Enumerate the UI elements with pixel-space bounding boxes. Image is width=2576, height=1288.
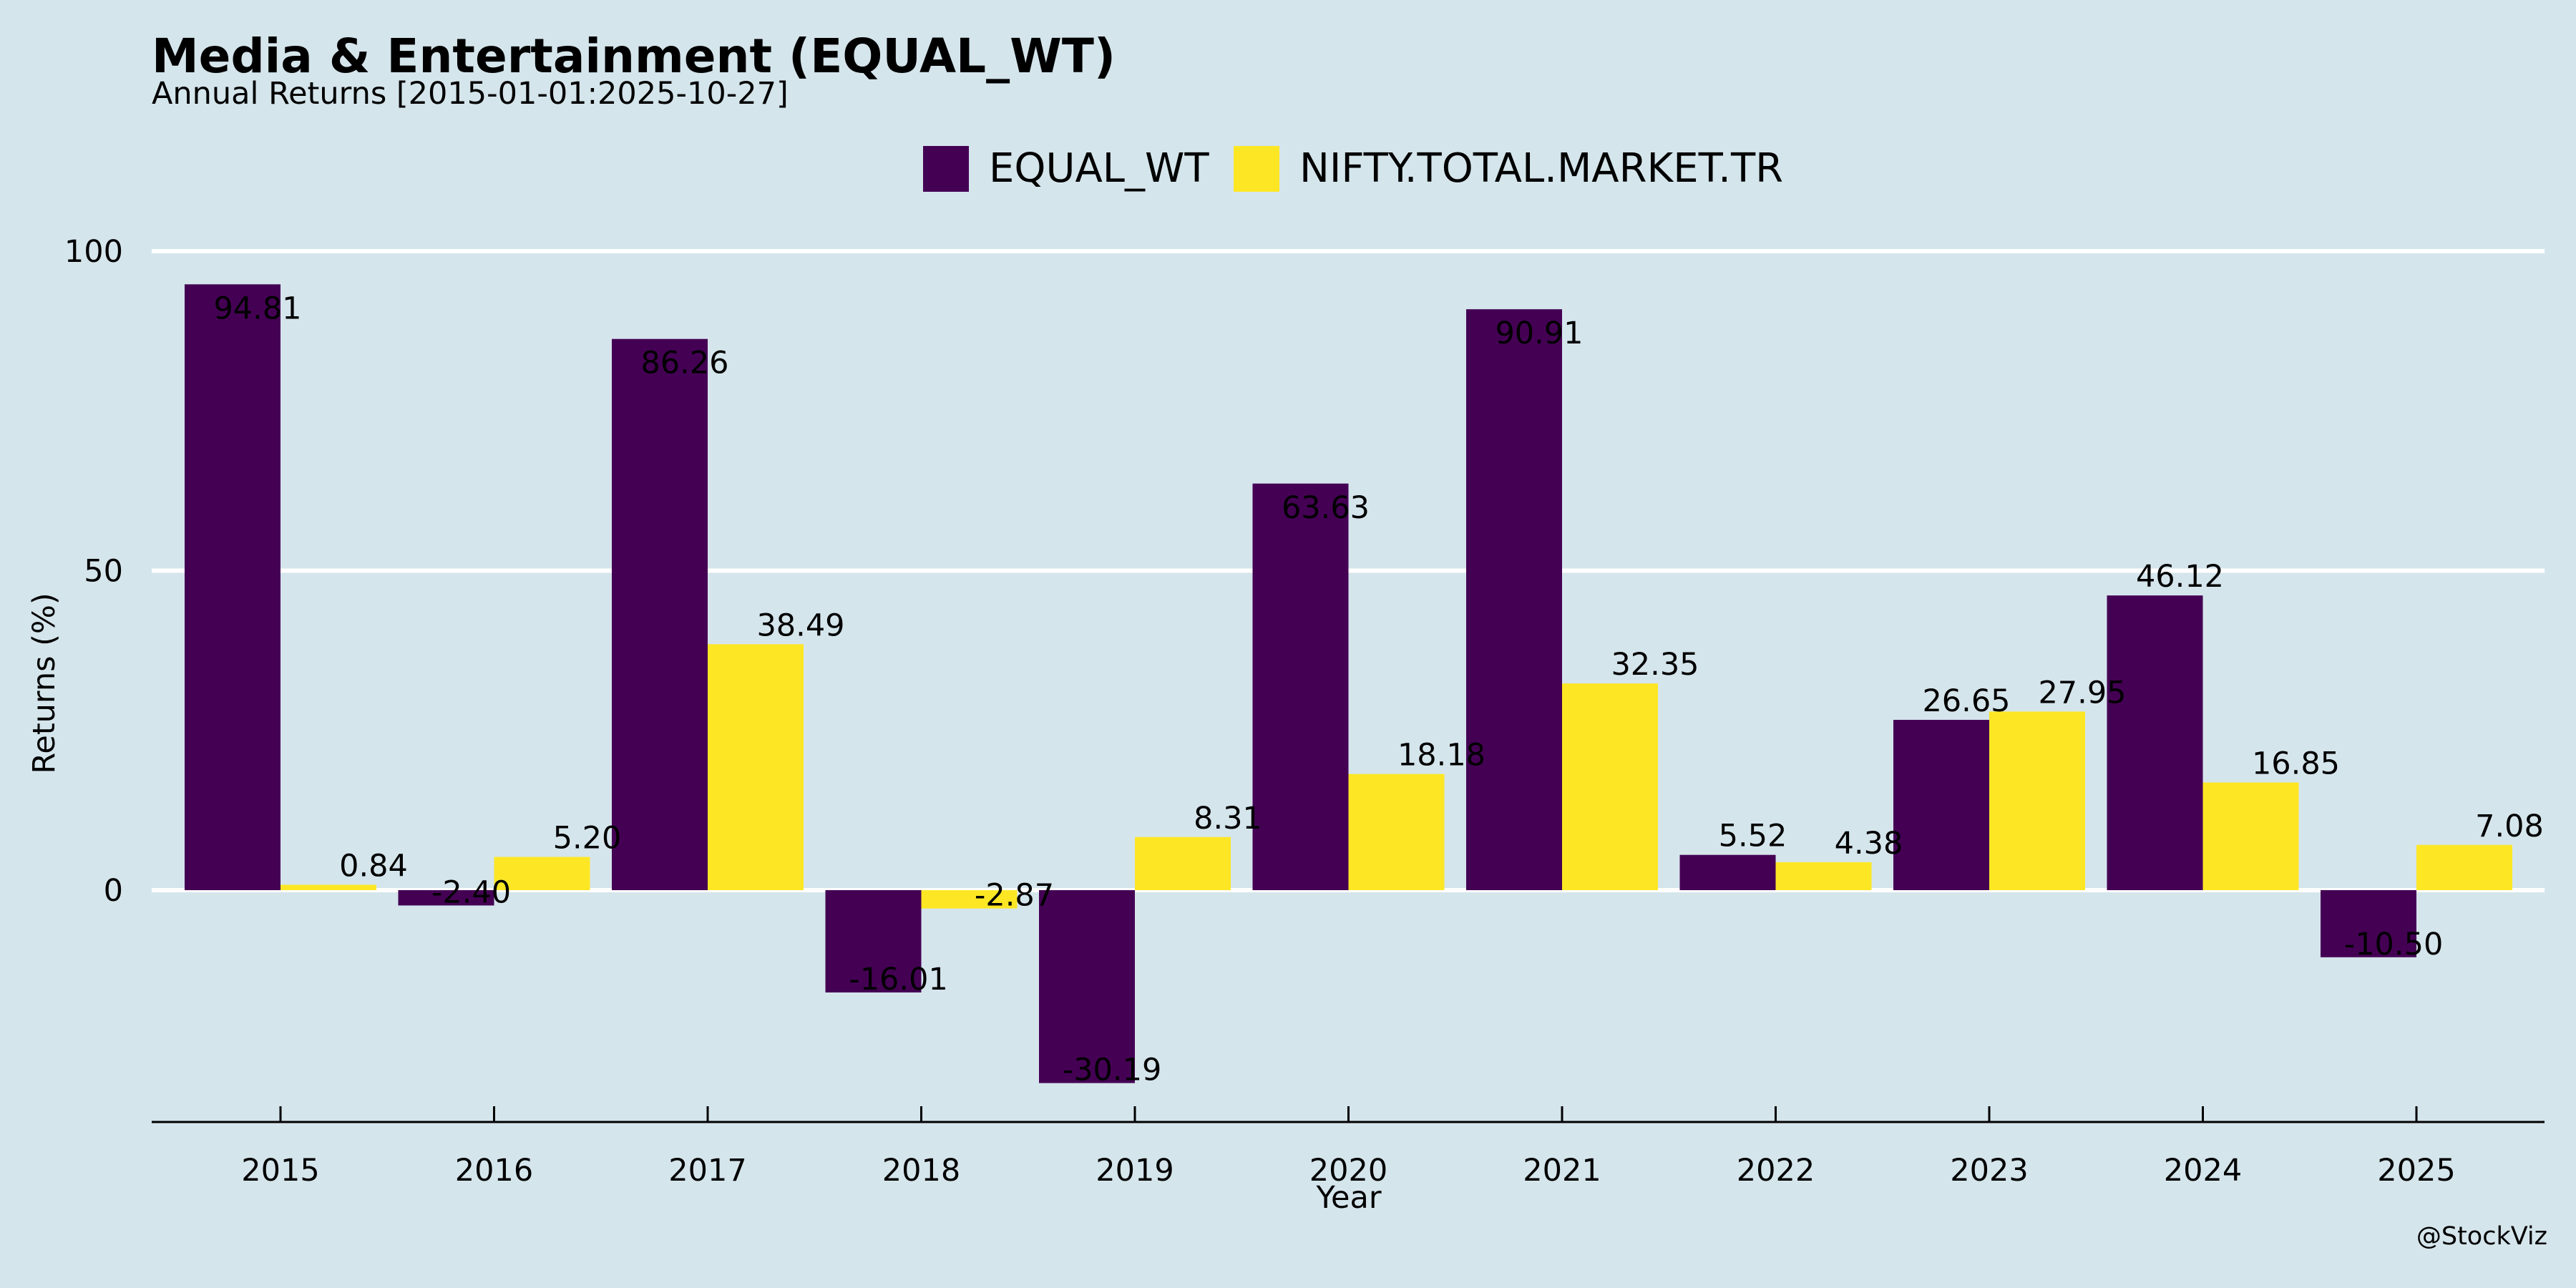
chart-title: Media & Entertainment (EQUAL_WT) bbox=[152, 29, 1116, 84]
bar-nifty-total-market-tr-2015 bbox=[280, 884, 376, 890]
bar-nifty-total-market-tr-2018 bbox=[921, 890, 1018, 909]
bar-nifty-total-market-tr-2020 bbox=[1348, 774, 1445, 890]
bar-nifty-total-market-tr-2016 bbox=[494, 857, 590, 890]
data-label: 90.91 bbox=[1495, 316, 1583, 351]
legend-swatch bbox=[923, 146, 969, 192]
bar-equal-wt-2018 bbox=[825, 890, 922, 992]
chart-subtitle: Annual Returns [2015-01-01:2025-10-27] bbox=[152, 76, 789, 112]
data-labels: 94.81 0.84 -2.40 5.20 86.26 38.49 -16.01 -2.87 -… bbox=[213, 291, 2543, 1088]
axes: 0 50 100 2015 2016 2017 2018 2019 2020 2021 2022 20… bbox=[64, 234, 2545, 1189]
bar-nifty-total-market-tr-2022 bbox=[1775, 862, 1872, 890]
bar-equal-wt-2022 bbox=[1679, 854, 1776, 890]
x-tick-label: 2016 bbox=[455, 1153, 533, 1189]
data-label: 16.85 bbox=[2252, 746, 2340, 782]
y-tick-label: 50 bbox=[84, 554, 123, 590]
y-tick-label: 100 bbox=[64, 234, 123, 270]
data-label: 26.65 bbox=[1922, 683, 2010, 719]
bar-equal-wt-2016 bbox=[398, 890, 494, 906]
bar-equal-wt-2025 bbox=[2321, 890, 2416, 957]
data-label: 94.81 bbox=[213, 291, 301, 326]
x-tick-label: 2021 bbox=[1523, 1153, 1601, 1189]
bars bbox=[185, 284, 2512, 1083]
watermark: @StockViz bbox=[2416, 1222, 2547, 1251]
bar-nifty-total-market-tr-2023 bbox=[1989, 711, 2085, 890]
data-label: -10.50 bbox=[2344, 927, 2444, 962]
bar-nifty-total-market-tr-2024 bbox=[2202, 782, 2299, 890]
x-tick-label: 2020 bbox=[1309, 1153, 1387, 1189]
bar-nifty-total-market-tr-2025 bbox=[2416, 844, 2512, 890]
data-label: -2.87 bbox=[975, 878, 1054, 914]
data-label: 27.95 bbox=[2038, 675, 2126, 711]
legend-swatch bbox=[1234, 146, 1279, 192]
data-label: 8.31 bbox=[1194, 801, 1262, 836]
bar-equal-wt-2021 bbox=[1466, 309, 1562, 890]
bar-nifty-total-market-tr-2019 bbox=[1135, 836, 1231, 890]
x-axis-label: Year bbox=[1315, 1180, 1381, 1216]
data-label: 46.12 bbox=[2136, 559, 2224, 595]
bar-equal-wt-2024 bbox=[2107, 595, 2203, 890]
data-label: 63.63 bbox=[1282, 490, 1370, 526]
data-label: 0.84 bbox=[339, 848, 408, 884]
x-tick-label: 2019 bbox=[1096, 1153, 1174, 1189]
data-label: 18.18 bbox=[1397, 738, 1485, 774]
bar-equal-wt-2023 bbox=[1893, 720, 1989, 890]
x-tick-label: 2023 bbox=[1950, 1153, 2028, 1189]
data-label: 5.20 bbox=[553, 821, 622, 857]
data-label: 5.52 bbox=[1719, 819, 1787, 854]
legend-label: EQUAL_WT bbox=[989, 145, 1209, 192]
x-tick-label: 2022 bbox=[1737, 1153, 1815, 1189]
x-tick-label: 2018 bbox=[882, 1153, 960, 1189]
data-label: -2.40 bbox=[431, 874, 511, 910]
data-label: -16.01 bbox=[849, 962, 948, 997]
x-tick-label: 2015 bbox=[241, 1153, 319, 1189]
bar-equal-wt-2019 bbox=[1039, 890, 1135, 1083]
bar-nifty-total-market-tr-2017 bbox=[708, 644, 804, 890]
data-label: 86.26 bbox=[640, 346, 728, 381]
data-label: -30.19 bbox=[1063, 1053, 1162, 1088]
data-label: 38.49 bbox=[756, 608, 844, 643]
data-label: 4.38 bbox=[1835, 826, 1903, 862]
x-tick-label: 2025 bbox=[2377, 1153, 2455, 1189]
legend-label: NIFTY.TOTAL.MARKET.TR bbox=[1299, 145, 1783, 192]
x-tick-label: 2017 bbox=[668, 1153, 746, 1189]
y-axis-label: Returns (%) bbox=[26, 592, 62, 774]
bar-equal-wt-2015 bbox=[185, 284, 280, 891]
legend: EQUAL_WT NIFTY.TOTAL.MARKET.TR bbox=[923, 145, 1783, 192]
y-tick-label: 0 bbox=[104, 873, 123, 909]
data-label: 7.08 bbox=[2475, 809, 2544, 844]
x-tick-label: 2024 bbox=[2164, 1153, 2242, 1189]
bar-nifty-total-market-tr-2021 bbox=[1562, 683, 1658, 890]
bar-equal-wt-2017 bbox=[612, 338, 708, 890]
bar-equal-wt-2020 bbox=[1252, 483, 1349, 890]
data-label: 32.35 bbox=[1611, 647, 1699, 683]
